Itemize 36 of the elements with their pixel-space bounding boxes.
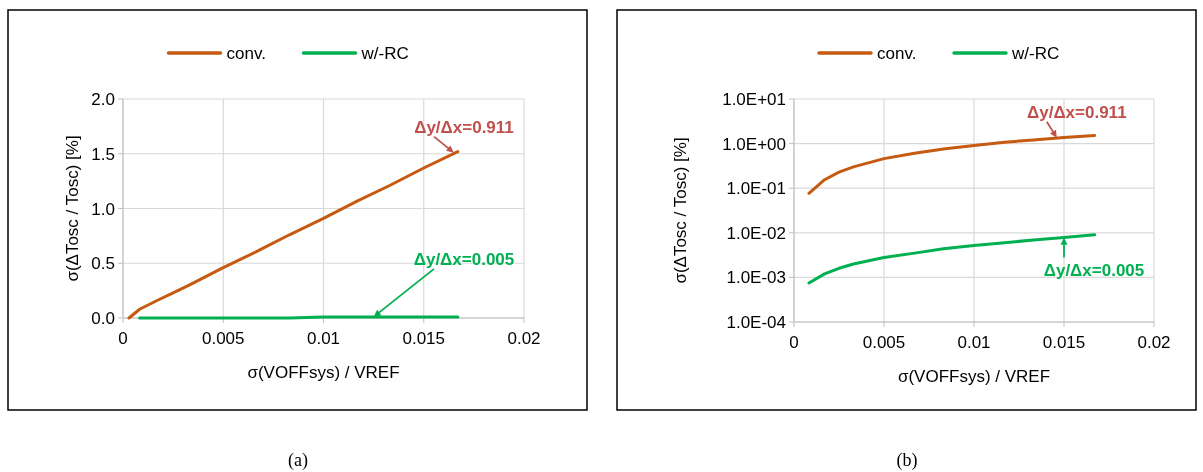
y-tick-label: 1.0E-02	[726, 223, 786, 243]
annotation: Δy/Δx=0.005	[1043, 260, 1145, 280]
annotation: Δy/Δx=0.911	[1027, 102, 1127, 122]
y-tick-label: 1.0	[91, 199, 115, 219]
annotation: Δy/Δx=0.911	[414, 117, 514, 137]
y-tick-label: 1.0E-04	[726, 313, 786, 332]
x-tick-label: 0.02	[507, 329, 541, 348]
x-tick-label: 0.01	[957, 333, 991, 352]
x-axis-title: σ(VOFFsys) / VREF	[247, 363, 400, 382]
x-tick-label: 0	[118, 329, 128, 348]
x-tick-label: 0.02	[1137, 333, 1171, 352]
y-tick-label: 1.0E-01	[726, 179, 786, 199]
x-tick-label: 0.005	[862, 333, 906, 352]
text: (b)	[896, 450, 918, 471]
y-tick-label: 2.0	[91, 90, 115, 109]
legend-label: conv.	[877, 44, 917, 63]
y-tick-label: 0.5	[91, 254, 115, 274]
x-tick-label: 0.015	[402, 329, 446, 348]
annotation: Δy/Δx=0.005	[413, 249, 515, 269]
text: (a)	[288, 450, 308, 471]
y-tick-label: 1.0E-03	[726, 268, 786, 288]
y-axis-title: σ(ΔTosc / Tosc) [%]	[671, 137, 690, 284]
legend-label: conv.	[226, 44, 266, 63]
y-tick-label: 1.5	[91, 144, 115, 164]
x-tick-label: 0	[789, 333, 799, 352]
y-tick-label: 1.0E+01	[722, 90, 786, 109]
legend-label: w/-RC	[1011, 44, 1060, 63]
x-tick-label: 0.005	[201, 329, 245, 348]
y-axis-title: σ(ΔTosc / Tosc) [%]	[63, 135, 82, 282]
x-axis-title: σ(VOFFsys) / VREF	[897, 367, 1051, 386]
legend-label: w/-RC	[360, 44, 409, 63]
line-series	[807, 133, 1097, 195]
x-tick-label: 0.015	[1042, 333, 1086, 352]
x-tick-label: 0.01	[306, 329, 341, 348]
y-tick-label: 0.0	[91, 309, 115, 328]
y-tick-label: 1.0E+00	[722, 134, 786, 154]
